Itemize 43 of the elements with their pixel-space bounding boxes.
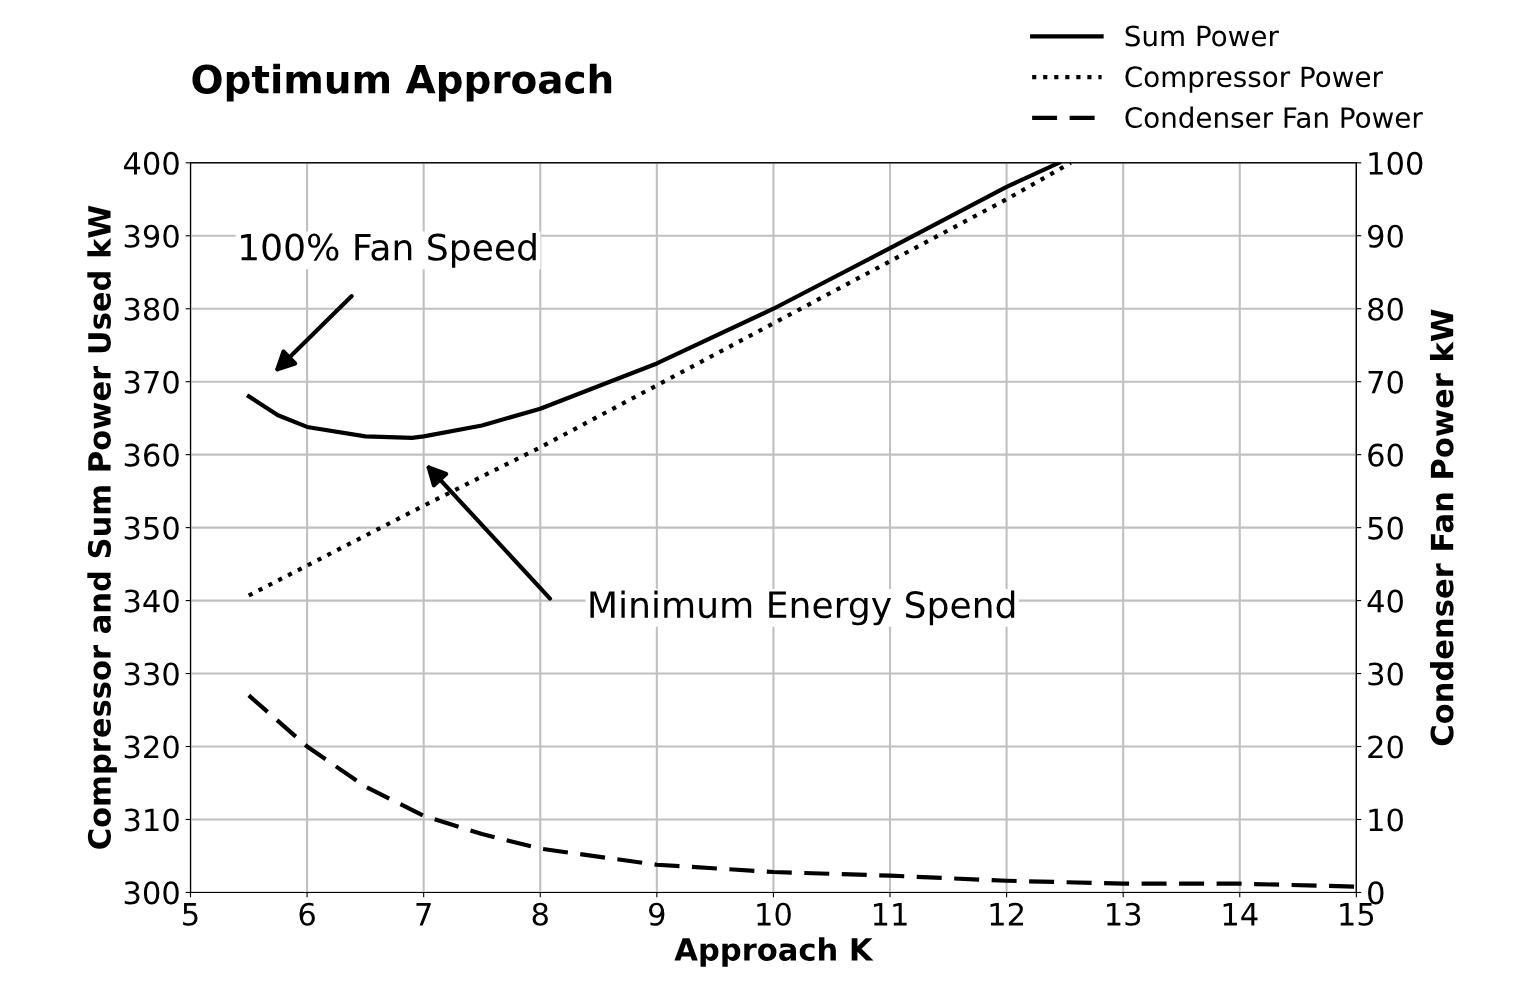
y2-tick-label: 40	[1367, 589, 1403, 613]
y-tick-label: 320	[124, 735, 179, 759]
annotation: Minimum Energy Spend	[590, 590, 1015, 626]
y-tick-label: 360	[124, 443, 179, 467]
annotation: 100% Fan Speed	[241, 232, 536, 268]
y-tick-label: 300	[124, 881, 179, 905]
x-tick-label: 13	[1107, 902, 1141, 926]
legend-label: Condenser Fan Power	[1125, 106, 1423, 129]
legend-label: Compressor Power	[1125, 66, 1383, 93]
x-axis-title: Approach K	[674, 937, 874, 967]
x-tick-label: 9	[649, 902, 665, 926]
y-tick-label: 380	[124, 297, 179, 321]
y-tick-label: 390	[124, 224, 179, 248]
y-tick-label: 330	[124, 662, 179, 686]
x-tick-label: 7	[416, 903, 431, 926]
y-tick-label: 340	[124, 589, 179, 613]
y-tick-label: 350	[124, 516, 179, 540]
y-tick-label: 310	[124, 808, 179, 832]
y-tick-label: 370	[124, 370, 179, 394]
y-axis-title: Compressor and Sum Power Used kW	[87, 205, 117, 849]
y2-tick-label: 0	[1368, 881, 1384, 905]
y2-tick-label: 20	[1368, 735, 1403, 759]
x-tick-label: 15	[1340, 903, 1374, 926]
chart-title: Optimum Approach	[192, 63, 612, 102]
y2-tick-label: 90	[1368, 224, 1403, 248]
x-tick-label: 12	[990, 902, 1023, 926]
y-tick-label: 400	[123, 151, 179, 175]
legend-label: Sum Power	[1125, 25, 1279, 47]
y2-tick-label: 30	[1368, 662, 1403, 686]
y2-tick-label: 60	[1368, 443, 1403, 467]
y2-tick-label: 100	[1369, 151, 1423, 175]
y2-tick-label: 10	[1369, 808, 1403, 832]
x-tick-label: 8	[532, 902, 548, 926]
line-series	[246, 693, 1357, 889]
x-tick-label: 11	[873, 903, 907, 926]
y2-axis-title: Condenser Fan Power kW	[1429, 309, 1454, 746]
y2-tick-label: 50	[1368, 516, 1403, 540]
x-tick-label: 5	[183, 903, 198, 926]
x-tick-label: 6	[299, 902, 315, 926]
x-tick-label: 14	[1223, 903, 1258, 926]
y2-tick-label: 80	[1368, 297, 1403, 321]
y2-tick-label: 70	[1368, 370, 1403, 394]
x-tick-label: 10	[757, 902, 791, 926]
